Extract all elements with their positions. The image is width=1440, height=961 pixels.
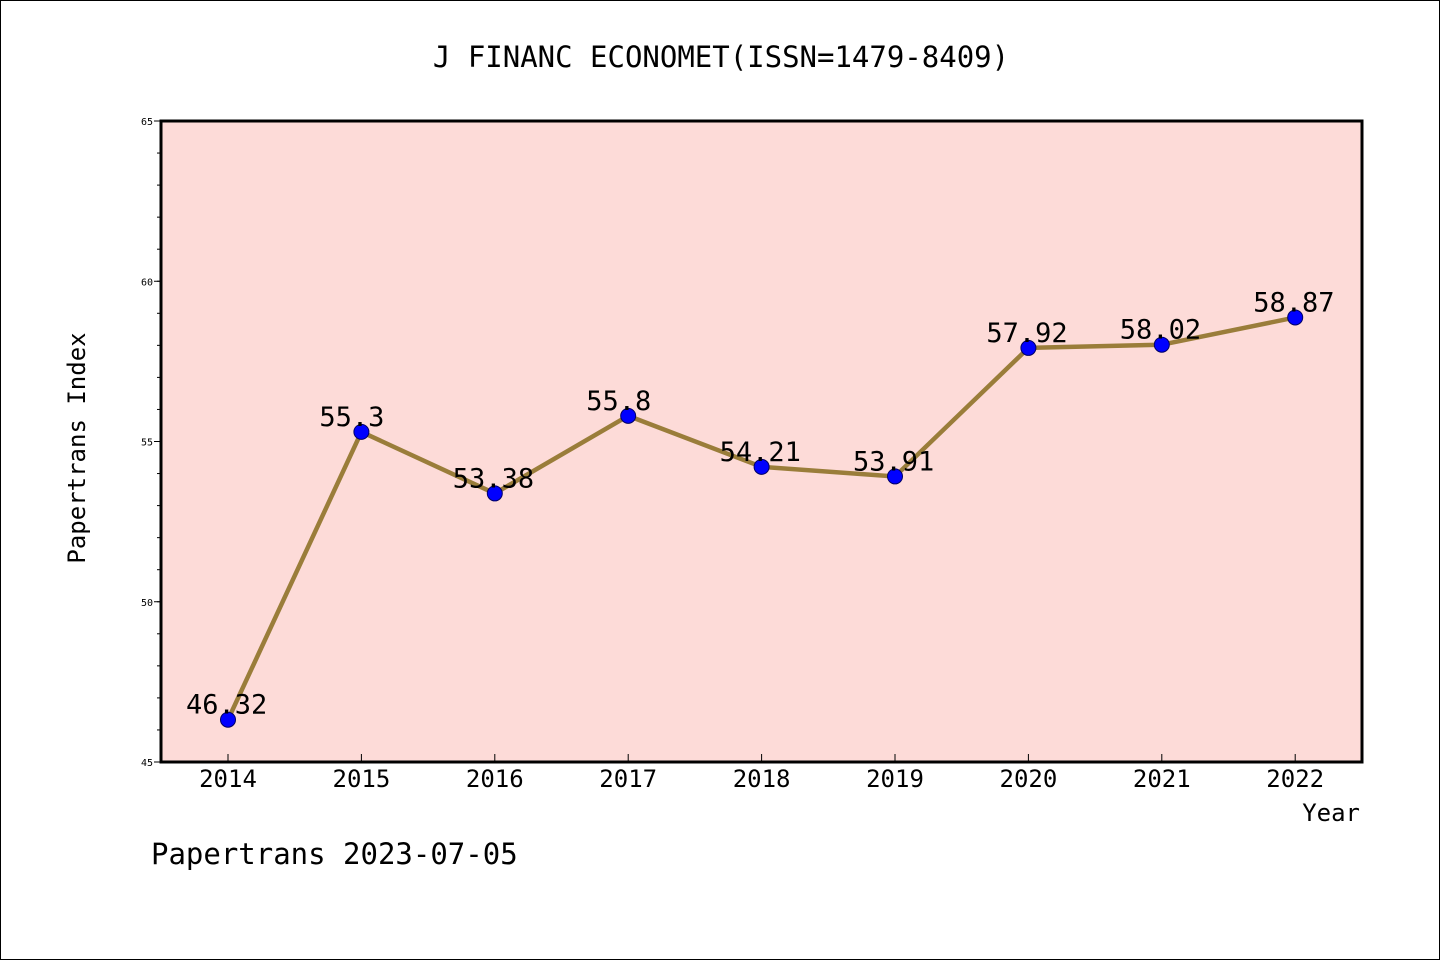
data-label: 58.87 xyxy=(1253,287,1334,318)
y-axis-ticks: 45 50 55 60 65 xyxy=(141,117,161,769)
y-tick-label: 60 xyxy=(141,277,153,288)
data-point xyxy=(220,711,236,728)
data-label: 54.21 xyxy=(720,437,801,468)
x-tick-label: 2016 xyxy=(466,765,524,793)
x-tick-label: 2017 xyxy=(599,765,657,793)
data-label: 53.91 xyxy=(853,446,934,477)
footer-text: Papertrans 2023-07-05 xyxy=(151,837,518,871)
data-label: 58.02 xyxy=(1120,315,1201,346)
data-label: 55.8 xyxy=(586,386,651,417)
data-point xyxy=(887,468,903,485)
y-tick-label: 65 xyxy=(141,117,153,128)
chart-title: J FINANC ECONOMET(ISSN=1479-8409) xyxy=(433,40,1009,74)
data-point xyxy=(1020,339,1037,356)
x-axis-ticks: 2014 2015 2016 2017 2018 2019 2020 2021 2022 xyxy=(199,754,1324,793)
x-tick-label: 2020 xyxy=(1000,765,1058,793)
y-tick-label: 45 xyxy=(141,758,153,769)
x-tick-label: 2022 xyxy=(1266,765,1324,793)
y-tick-label: 55 xyxy=(141,438,153,449)
x-tick-label: 2021 xyxy=(1133,765,1191,793)
data-label: 57.92 xyxy=(986,318,1067,349)
data-point xyxy=(353,423,370,440)
y-tick-label: 50 xyxy=(141,598,153,609)
plot-area xyxy=(159,119,1364,764)
x-tick-label: 2014 xyxy=(199,765,257,793)
series-layer: 46.32 55.3 53.38 55.8 54.21 53.91 57.92 58.02 58… xyxy=(186,287,1334,728)
data-point xyxy=(1153,336,1170,353)
x-tick-label: 2018 xyxy=(733,765,791,793)
data-point xyxy=(486,485,503,502)
data-label: 53.38 xyxy=(453,463,534,494)
data-label: 55.3 xyxy=(319,402,384,433)
data-label: 46.32 xyxy=(186,690,267,721)
data-point xyxy=(1287,309,1304,326)
y-axis-label: Papertrans Index xyxy=(63,332,91,563)
data-point xyxy=(620,407,637,424)
data-point xyxy=(753,458,770,475)
x-tick-label: 2015 xyxy=(333,765,391,793)
x-axis-label: Year xyxy=(1302,799,1360,827)
x-tick-label: 2019 xyxy=(866,765,924,793)
